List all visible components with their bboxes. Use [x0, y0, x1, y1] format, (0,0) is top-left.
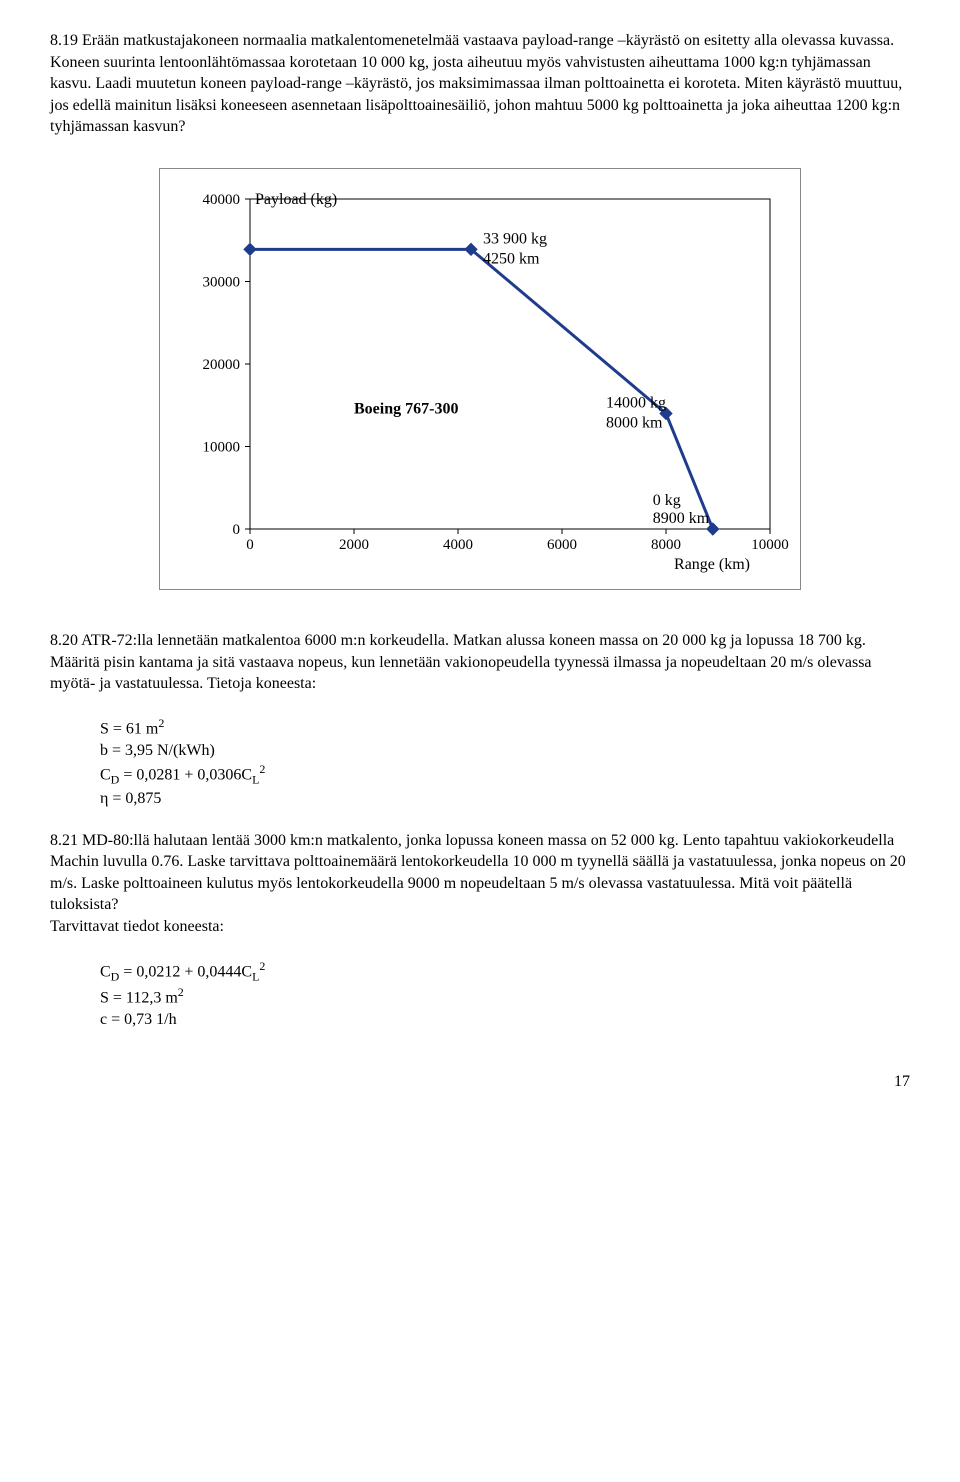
- svg-text:Boeing 767-300: Boeing 767-300: [354, 400, 458, 417]
- paragraph-8-19: 8.19 Erään matkustajakoneen normaalia ma…: [50, 30, 910, 138]
- svg-text:8000: 8000: [651, 537, 681, 553]
- svg-text:10000: 10000: [751, 537, 789, 553]
- svg-text:30000: 30000: [203, 274, 241, 290]
- text-8-20: 8.20 ATR-72:lla lennetään matkalentoa 60…: [50, 632, 872, 692]
- eq-c-821: c = 0,73 1/h: [100, 1009, 910, 1031]
- equations-8-20: S = 61 m2 b = 3,95 N/(kWh) CD = 0,0281 +…: [100, 715, 910, 810]
- eq-b: b = 3,95 N/(kWh): [100, 740, 910, 762]
- svg-text:Range (km): Range (km): [674, 556, 750, 573]
- text-8-19: 8.19 Erään matkustajakoneen normaalia ma…: [50, 32, 902, 135]
- svg-text:33 900 kg: 33 900 kg: [483, 230, 547, 247]
- svg-text:8900 km: 8900 km: [653, 510, 710, 527]
- text-8-21: 8.21 MD-80:llä halutaan lentää 3000 km:n…: [50, 832, 906, 914]
- svg-text:20000: 20000: [203, 357, 241, 373]
- svg-text:2000: 2000: [339, 537, 369, 553]
- svg-text:0: 0: [246, 537, 254, 553]
- text-8-21-tail: Tarvittavat tiedot koneesta:: [50, 918, 224, 935]
- svg-text:40000: 40000: [203, 192, 241, 208]
- paragraph-8-21: 8.21 MD-80:llä halutaan lentää 3000 km:n…: [50, 830, 910, 938]
- svg-text:10000: 10000: [203, 439, 241, 455]
- svg-text:0: 0: [233, 522, 241, 538]
- chart-svg: 0 2000 4000 6000 8000 10000 0 10000 20000 30000 40…: [160, 169, 800, 589]
- svg-text:6000: 6000: [547, 537, 577, 553]
- eq-s: S = 61 m2: [100, 715, 910, 740]
- svg-text:4000: 4000: [443, 537, 473, 553]
- paragraph-8-20: 8.20 ATR-72:lla lennetään matkalentoa 60…: [50, 630, 910, 695]
- equations-8-21: CD = 0,0212 + 0,0444CL2 S = 112,3 m2 c =…: [100, 958, 910, 1031]
- svg-text:0 kg: 0 kg: [653, 492, 681, 509]
- page-number: 17: [50, 1071, 910, 1093]
- eq-cd-821: CD = 0,0212 + 0,0444CL2: [100, 958, 910, 985]
- eq-eta: η = 0,875: [100, 788, 910, 810]
- svg-text:Payload (kg): Payload (kg): [255, 191, 337, 208]
- svg-text:4250 km: 4250 km: [483, 250, 540, 267]
- payload-range-chart: 0 2000 4000 6000 8000 10000 0 10000 20000 30000 40…: [159, 168, 801, 590]
- svg-text:8000 km: 8000 km: [606, 414, 663, 431]
- eq-s-821: S = 112,3 m2: [100, 984, 910, 1009]
- eq-cd: CD = 0,0281 + 0,0306CL2: [100, 761, 910, 788]
- svg-text:14000 kg: 14000 kg: [606, 394, 666, 411]
